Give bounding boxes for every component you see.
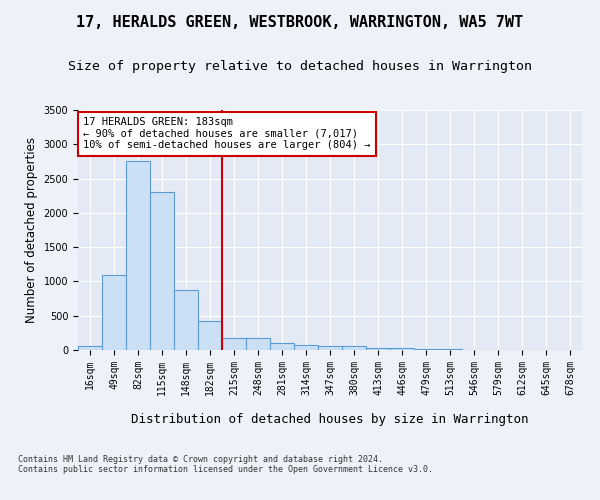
Bar	[102, 274, 126, 350]
Text: Contains HM Land Registry data © Crown copyright and database right 2024.
Contai: Contains HM Land Registry data © Crown c…	[18, 455, 433, 474]
Text: Distribution of detached houses by size in Warrington: Distribution of detached houses by size …	[131, 412, 529, 426]
Bar	[270, 343, 294, 350]
Text: 17 HERALDS GREEN: 183sqm
← 90% of detached houses are smaller (7,017)
10% of sem: 17 HERALDS GREEN: 183sqm ← 90% of detach…	[83, 117, 371, 150]
Bar	[198, 320, 222, 350]
Text: Size of property relative to detached houses in Warrington: Size of property relative to detached ho…	[68, 60, 532, 73]
Bar	[222, 338, 246, 350]
Bar	[294, 345, 318, 350]
Text: 17, HERALDS GREEN, WESTBROOK, WARRINGTON, WA5 7WT: 17, HERALDS GREEN, WESTBROOK, WARRINGTON…	[76, 15, 524, 30]
Bar	[174, 290, 198, 350]
Bar	[246, 338, 270, 350]
Bar	[390, 348, 414, 350]
Bar	[78, 346, 102, 350]
Bar	[150, 192, 174, 350]
Y-axis label: Number of detached properties: Number of detached properties	[25, 137, 38, 323]
Bar	[342, 346, 366, 350]
Bar	[126, 162, 150, 350]
Bar	[318, 346, 342, 350]
Bar	[366, 348, 390, 350]
